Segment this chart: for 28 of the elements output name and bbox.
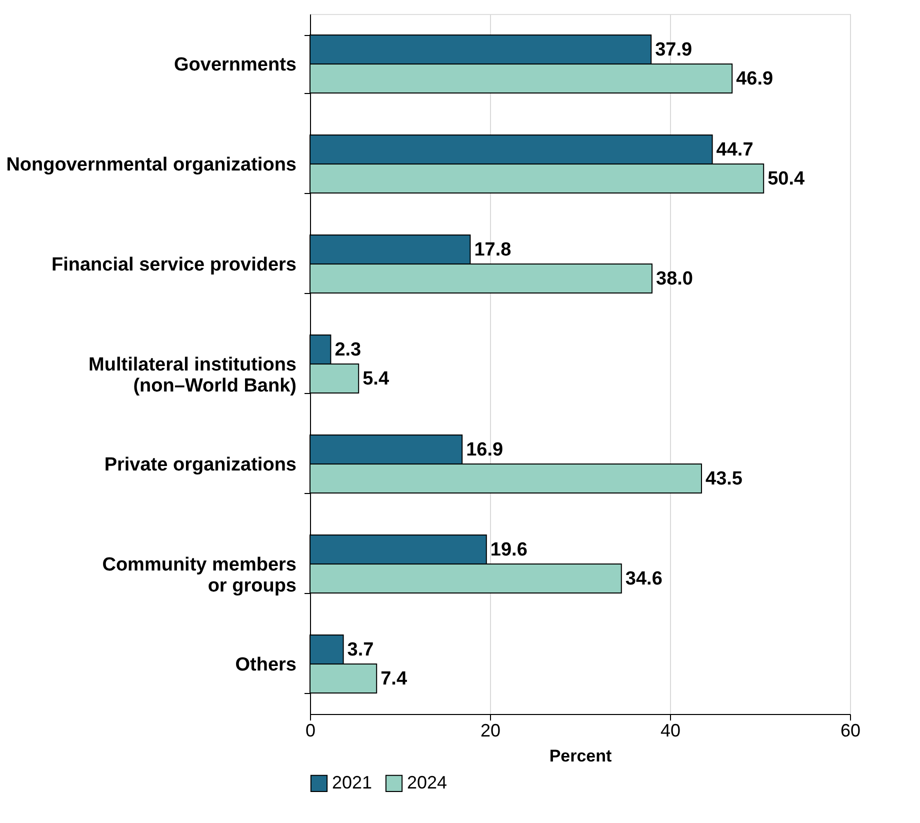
x-tick-label: 20 — [480, 720, 501, 740]
data-label: 2.3 — [334, 340, 362, 360]
y-tick-label: Financial service providers — [51, 254, 296, 276]
y-tick-label: Governments — [174, 54, 296, 76]
x-tick-label: 40 — [660, 720, 681, 740]
data-label: 46.9 — [736, 68, 774, 90]
legend-label: 2021 — [332, 772, 372, 792]
data-label: 16.9 — [466, 440, 504, 460]
data-label: 17.8 — [474, 240, 512, 260]
x-tick-label: 60 — [840, 720, 861, 740]
y-tick-label: Private organizations — [104, 454, 296, 476]
y-tick-label: Nongovernmental organizations — [6, 154, 296, 176]
data-label: 5.4 — [362, 368, 390, 390]
data-label: 38.0 — [656, 268, 693, 290]
legend-label: 2024 — [407, 772, 448, 792]
data-label: 34.6 — [625, 568, 662, 590]
data-label: 50.4 — [768, 168, 806, 190]
y-tick-label: Others — [235, 654, 296, 676]
data-label: 43.5 — [706, 468, 743, 490]
y-tick-label: Multilateral institutions (non–World Bank) — [88, 354, 296, 396]
data-label: 44.7 — [716, 140, 754, 160]
data-label: 3.7 — [347, 640, 374, 660]
x-axis-title: Percent — [549, 746, 612, 766]
x-tick-label: 0 — [305, 720, 316, 740]
data-label: 19.6 — [490, 540, 528, 560]
y-tick-label: Community members or groups — [102, 554, 296, 596]
data-label: 7.4 — [380, 668, 408, 690]
data-label: 37.9 — [655, 40, 692, 60]
